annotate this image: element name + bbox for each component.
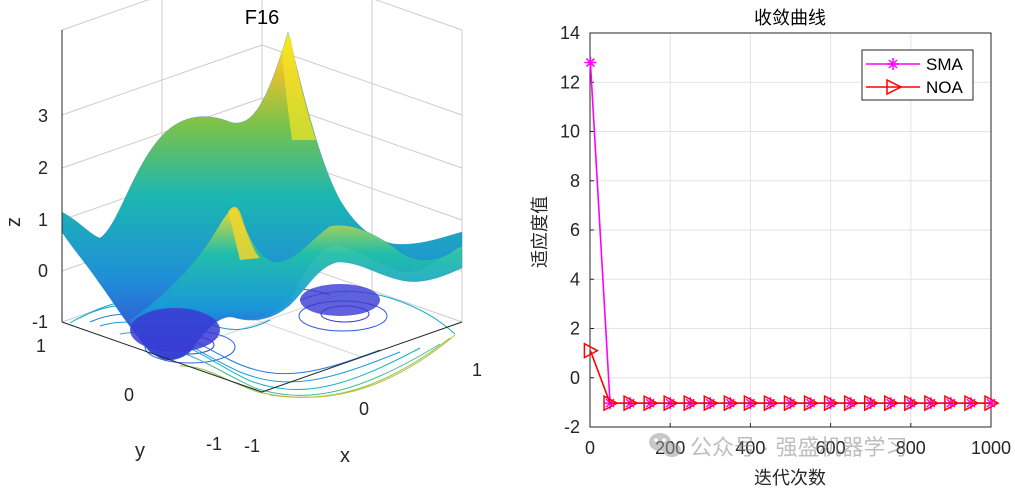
y-tick-label: 14 [560, 23, 580, 43]
watermark-text: 公众号 · 强盛机器学习 [690, 435, 908, 460]
x-tick-label: 1000 [971, 438, 1011, 458]
y-tick-label: 10 [560, 122, 580, 142]
y-tick-label: -1 [206, 434, 222, 454]
asterisk-marker-icon [887, 58, 899, 70]
convergence-title: 收敛曲线 [754, 8, 826, 29]
data-point-noa [823, 394, 840, 412]
data-point-noa [884, 394, 900, 412]
x-tick-label: -1 [244, 436, 260, 456]
data-point-sma [584, 56, 597, 69]
y-tick-label: 0 [124, 385, 134, 405]
surface-plot: 3 2 1 0 -1 1 0 -1 -1 0 1 F16 z y x [3, 0, 482, 467]
surface-title: F16 [245, 7, 279, 29]
x-axis-label: x [340, 445, 350, 467]
data-point-noa [904, 394, 920, 412]
legend-label-sma: SMA [926, 55, 964, 74]
legend-box [861, 49, 974, 101]
data-point-noa [863, 394, 880, 412]
x-tick-label: 0 [359, 399, 369, 419]
data-point-noa [743, 394, 759, 412]
data-point-noa [803, 394, 820, 412]
y-tick-label: 0 [570, 368, 580, 388]
y-tick-label: 12 [560, 72, 580, 92]
data-point-noa [783, 394, 800, 412]
y-axis-label: y [135, 440, 145, 462]
data-point-noa [964, 394, 980, 412]
data-point-noa [944, 394, 960, 412]
y-tick-label: 8 [570, 171, 580, 191]
x-tick-label: 1 [472, 360, 482, 380]
y-tick-labels: 1 0 -1 [36, 336, 222, 454]
surface-mesh [61, 31, 463, 361]
x-axis-label: 迭代次数 [754, 468, 826, 489]
y-tick-label: 1 [36, 336, 46, 356]
y-tick-labels: -2 0 2 4 6 8 10 12 14 [560, 23, 594, 437]
data-point-noa [984, 394, 1000, 412]
y-axis-label: 适应度值 [530, 196, 551, 268]
data-point-noa [603, 394, 619, 412]
data-point-noa [583, 342, 599, 359]
data-point-noa [703, 394, 719, 412]
z-tick-label: 0 [38, 261, 48, 281]
data-point-noa [763, 394, 780, 412]
x-tick-label: 600 [816, 438, 846, 458]
data-point-noa [643, 394, 659, 412]
z-tick-labels: 3 2 1 0 -1 [32, 106, 48, 332]
data-point-noa [843, 394, 860, 412]
data-point-noa [683, 394, 699, 412]
y-tick-label: 4 [570, 269, 580, 289]
watermark: 公众号 · 强盛机器学习 [649, 433, 908, 460]
data-point-noa [924, 394, 940, 412]
data-point-noa [663, 394, 679, 412]
triangle-marker-icon [886, 78, 903, 96]
front-axes [61, 30, 463, 393]
x-tick-label: 800 [896, 438, 926, 458]
x-tick-labels: -1 0 1 [244, 360, 482, 456]
z-tick-label: 1 [38, 210, 48, 230]
series-layer [583, 56, 1000, 412]
z-axis-label: z [3, 217, 25, 227]
y-tick-label: -2 [564, 417, 580, 437]
y-tick-label: 2 [570, 319, 580, 339]
data-point-noa [623, 394, 639, 412]
x-tick-label: 0 [585, 438, 595, 458]
z-tick-label: 2 [38, 158, 48, 178]
x-tick-label: 400 [735, 438, 765, 458]
wechat-logo-icon [649, 433, 681, 457]
data-point-noa [723, 394, 739, 412]
legend-label-noa: NOA [926, 78, 964, 97]
z-tick-label: -1 [32, 312, 48, 332]
y-tick-label: 6 [570, 220, 580, 240]
z-tick-label: 3 [38, 106, 48, 126]
legend: SMA NOA [861, 49, 974, 101]
legend-item-sma: SMA [866, 55, 964, 74]
legend-item-noa: NOA [866, 78, 964, 97]
